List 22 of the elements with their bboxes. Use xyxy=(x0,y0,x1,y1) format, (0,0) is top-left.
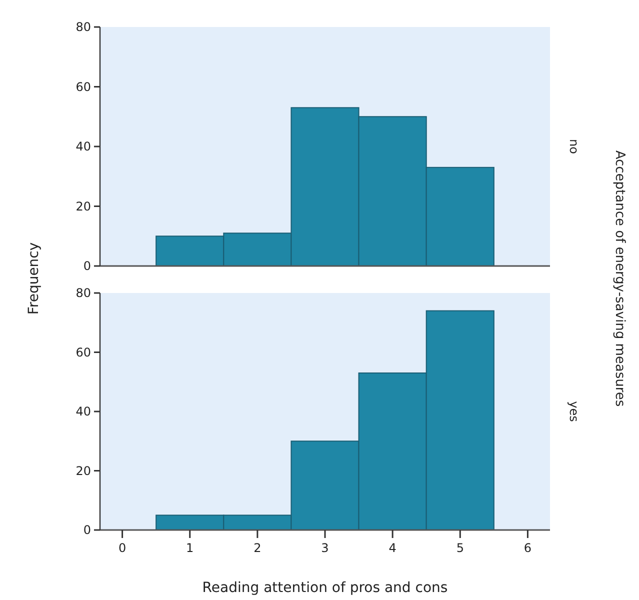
x-tick-label: 4 xyxy=(388,541,396,555)
x-tick-label: 1 xyxy=(186,541,194,555)
y-tick-label: 0 xyxy=(83,523,91,538)
y2-axis-title: yes xyxy=(567,401,581,422)
text: Acceptance of energy-saving measures xyxy=(612,150,627,407)
y-tick-label: 80 xyxy=(76,286,91,300)
x-tick-label: 6 xyxy=(524,541,532,555)
x-tick-label: 3 xyxy=(321,541,329,555)
x-axis-title: Reading attention of pros and cons xyxy=(202,580,448,596)
y-tick-label: 60 xyxy=(76,80,91,94)
x-tick-label: 2 xyxy=(254,541,262,555)
y-tick-label: 20 xyxy=(76,464,91,478)
y-tick-label: 20 xyxy=(76,199,91,214)
y-tick-label: 40 xyxy=(76,140,91,154)
y2-axis-title: no xyxy=(567,139,581,154)
y-tick-label: 0 xyxy=(83,259,91,274)
x-tick-label: 0 xyxy=(118,541,126,555)
x-tick-label: 5 xyxy=(456,541,464,555)
y-tick-label: 60 xyxy=(76,345,91,360)
y-tick-label: 40 xyxy=(76,404,91,419)
y-tick-label: 80 xyxy=(76,20,91,34)
y-axis-title: Frequency xyxy=(26,242,42,315)
